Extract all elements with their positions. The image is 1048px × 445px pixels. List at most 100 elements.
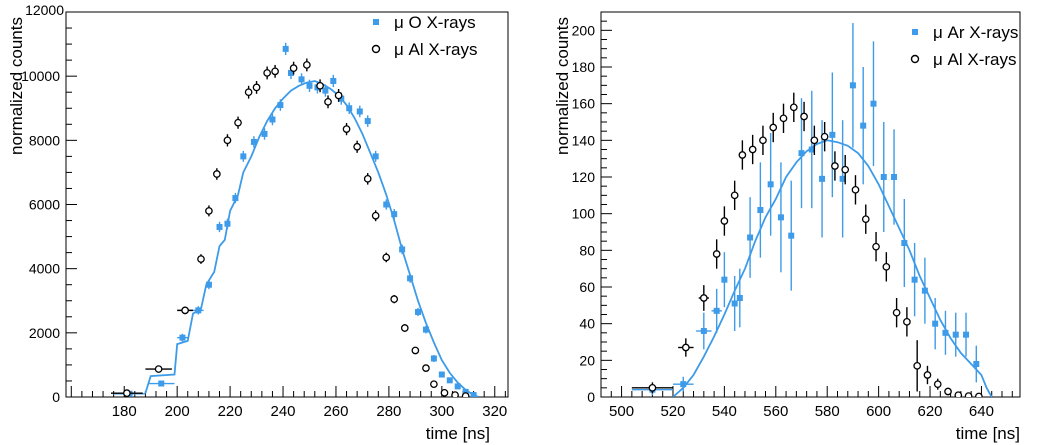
data-point bbox=[757, 162, 764, 258]
data-point bbox=[808, 90, 815, 209]
marker-circle bbox=[831, 162, 839, 170]
x-tick-label: 300 bbox=[429, 403, 454, 420]
data-point bbox=[911, 243, 918, 317]
legend-marker bbox=[912, 29, 918, 35]
data-point bbox=[193, 306, 204, 315]
marker-circle bbox=[699, 294, 708, 302]
marker-square bbox=[829, 131, 836, 138]
marker-square bbox=[261, 130, 268, 137]
marker-square bbox=[880, 174, 887, 180]
legend-entry: μ Ar X-rays bbox=[912, 23, 1018, 42]
data-point bbox=[731, 276, 738, 331]
legend-label: μ Ar X-rays bbox=[933, 23, 1018, 42]
marker-circle bbox=[738, 151, 747, 159]
marker-square bbox=[721, 276, 728, 283]
marker-square bbox=[240, 153, 247, 160]
al-data-point bbox=[289, 61, 298, 75]
marker-circle bbox=[400, 324, 409, 332]
marker-square bbox=[282, 45, 289, 52]
marker-circle bbox=[730, 191, 739, 200]
y-tick-label: 60 bbox=[579, 279, 595, 295]
legend-marker bbox=[373, 19, 379, 25]
data-point bbox=[438, 371, 445, 378]
data-point bbox=[446, 377, 453, 384]
legend-marker bbox=[371, 44, 381, 54]
marker-circle bbox=[748, 145, 757, 154]
al-data-point bbox=[738, 140, 747, 170]
x-tick-label: 320 bbox=[482, 403, 507, 420]
al-data-point bbox=[882, 252, 891, 282]
marker-circle bbox=[759, 136, 767, 145]
data-point bbox=[415, 307, 422, 317]
data-point bbox=[901, 199, 908, 287]
al-data-point bbox=[748, 134, 757, 165]
marker-circle bbox=[181, 306, 189, 315]
al-data-point bbox=[353, 140, 361, 153]
y-tick-label: 8000 bbox=[29, 132, 60, 148]
marker-square bbox=[767, 181, 774, 188]
x-tick-label: 580 bbox=[815, 403, 840, 420]
al-data-point bbox=[861, 204, 870, 234]
plot-frame bbox=[65, 11, 509, 398]
marker-square bbox=[731, 300, 738, 307]
y-axis-label: normalized counts bbox=[7, 17, 26, 155]
marker-square bbox=[277, 102, 284, 109]
al-data-point bbox=[110, 389, 143, 397]
al-data-point bbox=[234, 116, 242, 129]
marker-circle bbox=[461, 392, 470, 397]
legend-label: μ Al X-rays bbox=[394, 40, 477, 59]
al-data-point bbox=[769, 112, 778, 143]
plot-frame bbox=[600, 11, 1021, 398]
y-tick-label: 6000 bbox=[29, 197, 60, 213]
x-tick-label: 620 bbox=[918, 403, 943, 420]
marker-square bbox=[298, 76, 305, 83]
al-data-point bbox=[678, 338, 694, 357]
marker-circle bbox=[263, 69, 271, 77]
marker-square bbox=[415, 308, 422, 315]
al-data-point bbox=[244, 85, 253, 99]
al-data-point bbox=[923, 365, 932, 385]
marker-circle bbox=[334, 91, 343, 100]
data-point bbox=[232, 192, 239, 204]
al-data-point bbox=[944, 387, 952, 396]
data-point bbox=[839, 120, 846, 238]
y-tick-label: 10000 bbox=[21, 68, 60, 84]
marker-square bbox=[391, 211, 398, 218]
data-point bbox=[963, 312, 970, 357]
marker-circle bbox=[123, 389, 131, 397]
marker-square bbox=[819, 175, 826, 182]
al-data-point bbox=[334, 89, 343, 102]
x-axis-label: time [ns] bbox=[956, 424, 1020, 443]
al-data-point bbox=[363, 173, 372, 185]
x-tick-label: 600 bbox=[866, 403, 891, 420]
data-point bbox=[391, 208, 398, 220]
fit-curve bbox=[144, 80, 480, 397]
marker-circle bbox=[861, 215, 870, 224]
al-data-point bbox=[400, 324, 409, 332]
marker-circle bbox=[964, 392, 973, 397]
data-point bbox=[356, 105, 363, 118]
data-point bbox=[942, 310, 949, 355]
x-tick-label: 560 bbox=[763, 403, 788, 420]
marker-circle bbox=[779, 114, 788, 123]
legend-entry: μ Al X-rays bbox=[910, 50, 1016, 69]
marker-square bbox=[346, 105, 353, 112]
marker-circle bbox=[390, 295, 399, 303]
y-tick-label: 80 bbox=[579, 242, 595, 258]
data-point bbox=[330, 74, 337, 88]
data-point bbox=[205, 280, 212, 290]
marker-square bbox=[777, 214, 784, 221]
marker-square bbox=[860, 122, 867, 129]
marker-square bbox=[462, 388, 469, 395]
al-data-point bbox=[800, 101, 808, 132]
marker-circle bbox=[892, 308, 901, 317]
y-tick-label: 0 bbox=[587, 389, 595, 405]
legend-label: μ Al X-rays bbox=[933, 50, 1016, 69]
marker-square bbox=[891, 174, 898, 180]
marker-circle bbox=[303, 61, 311, 69]
data-point bbox=[322, 84, 329, 97]
marker-square bbox=[932, 320, 939, 327]
marker-circle bbox=[712, 250, 721, 258]
al-data-point bbox=[954, 391, 963, 397]
al-data-point bbox=[390, 294, 399, 304]
